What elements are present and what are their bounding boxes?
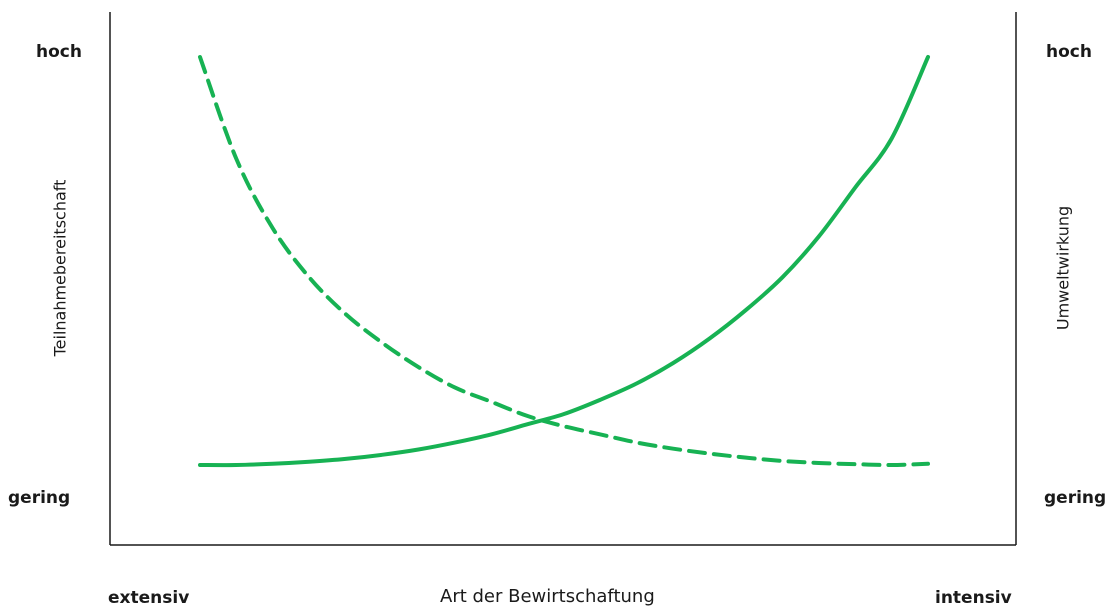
series-line-solid [198, 55, 930, 468]
right-y-max-label: hoch [1046, 42, 1092, 62]
x-min-label: extensiv [108, 588, 190, 608]
right-y-min-label: gering [1044, 488, 1107, 508]
right-y-axis-title: Umweltwirkung [1053, 205, 1073, 331]
left-y-axis-title: Teilnahmebereitschaft [50, 179, 70, 357]
series-line-dashed [198, 55, 930, 468]
left-y-min-label: gering [8, 488, 71, 508]
x-axis-title: Art der Bewirtschaftung [440, 586, 655, 607]
left-y-max-label: hoch [36, 42, 82, 62]
x-max-label: intensiv [935, 588, 1012, 608]
